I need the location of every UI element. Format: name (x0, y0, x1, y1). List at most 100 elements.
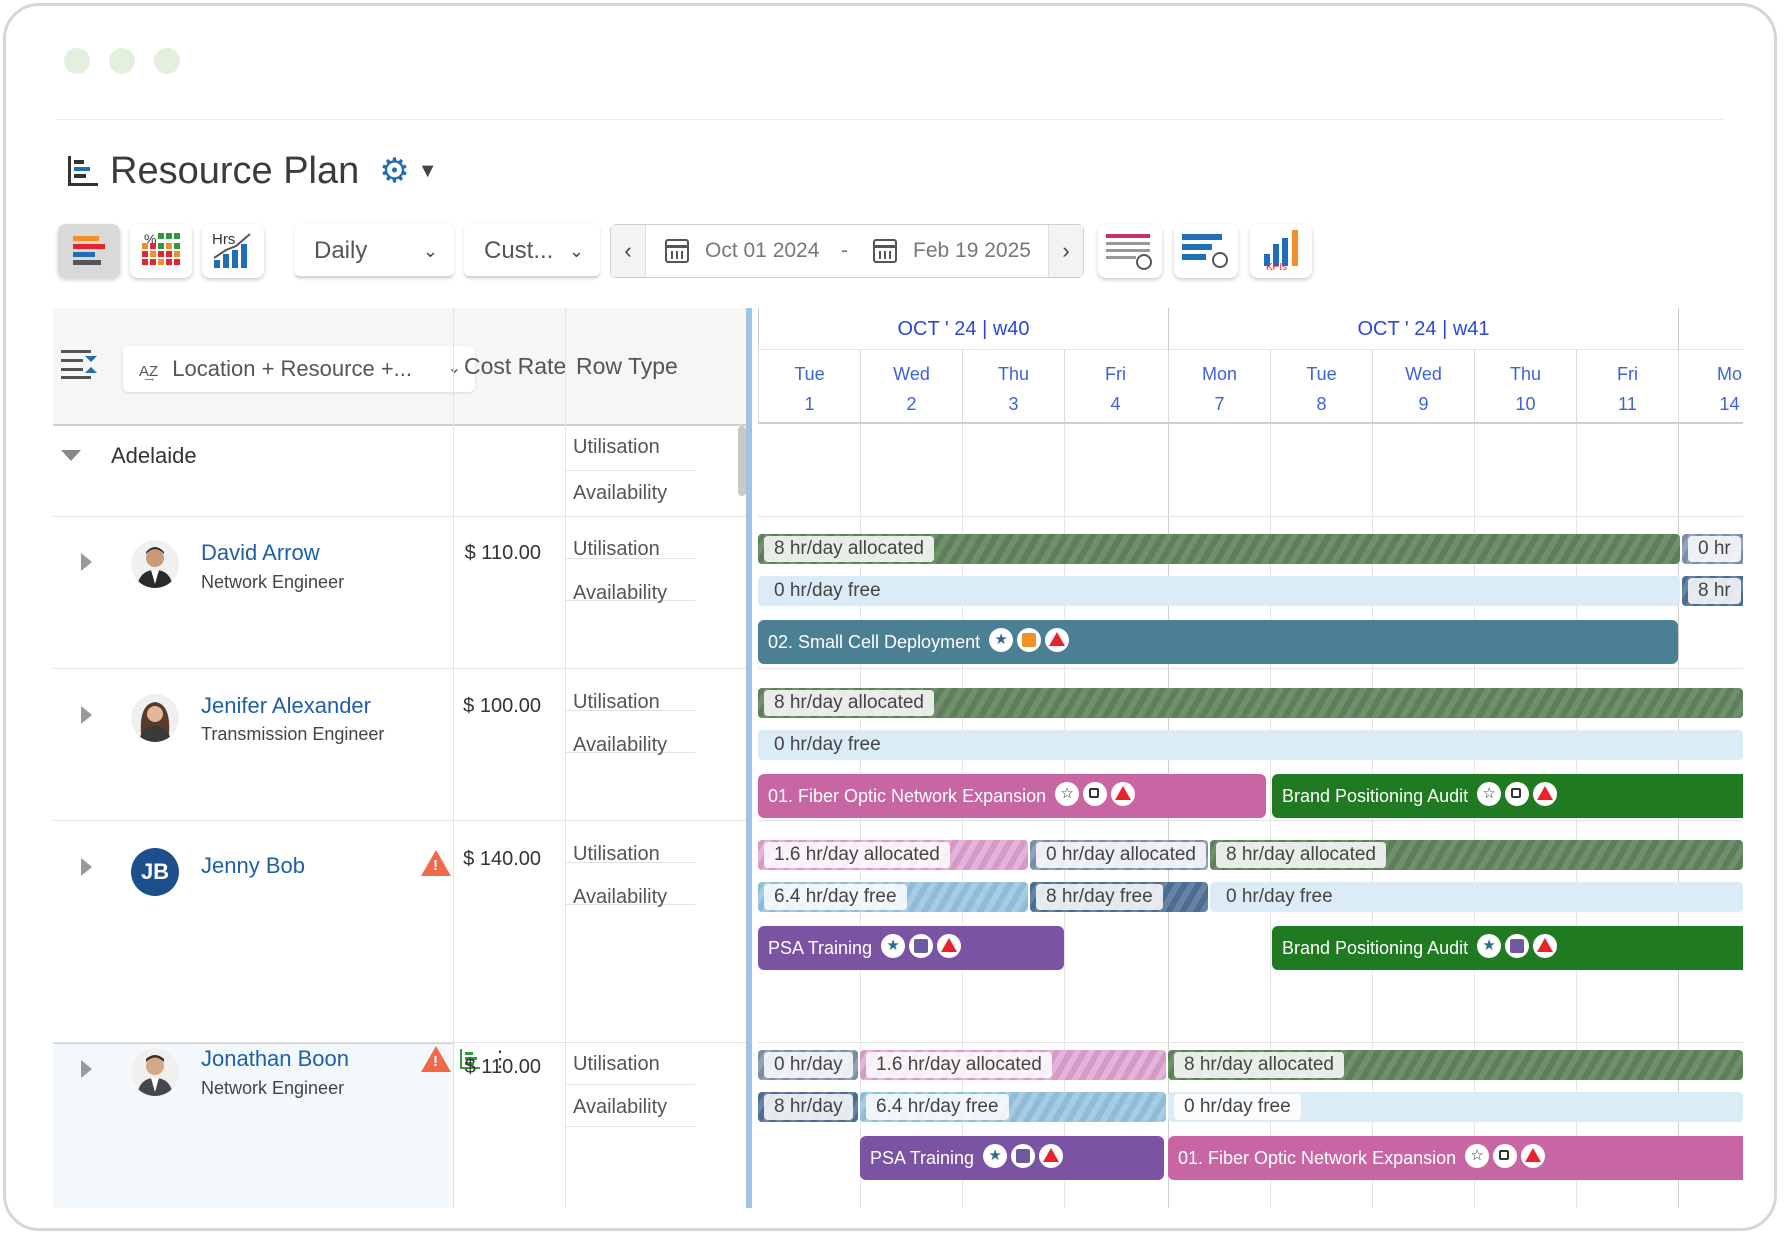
utilisation-bar[interactable]: 0 hr/day allocated (1030, 840, 1208, 870)
alert-triangle-icon[interactable] (1111, 782, 1136, 807)
status-square-icon[interactable] (1011, 1144, 1036, 1169)
expand-row-icon[interactable] (81, 553, 92, 571)
availability-bar[interactable]: 0 hr/day free (758, 576, 1680, 606)
heatmap-view-button[interactable]: % (130, 224, 192, 278)
window-dot-minimize[interactable] (109, 48, 135, 74)
task-label: 02. Small Cell Deployment (768, 632, 981, 652)
collapse-all-icon[interactable] (61, 348, 99, 380)
settings-gear-icon[interactable]: ⚙ (379, 152, 410, 190)
star-icon[interactable]: ★ (881, 934, 906, 959)
date-from-input[interactable]: Oct 01 2024 (705, 239, 820, 262)
availability-bar[interactable]: 0 hr/day free (758, 730, 1743, 760)
collapse-group-icon[interactable] (61, 450, 81, 461)
task-bar[interactable]: Brand Positioning Audit ☆ (1272, 774, 1743, 818)
alert-triangle-icon[interactable] (1533, 934, 1558, 959)
status-square-icon[interactable] (1017, 628, 1042, 653)
row-type-label: Availability (573, 582, 668, 604)
status-square-icon[interactable] (1505, 782, 1530, 807)
alert-triangle-icon[interactable] (937, 934, 962, 959)
week-header: OCT ' 24 | w41 (1168, 308, 1678, 350)
gantt-view-button[interactable] (58, 224, 120, 278)
expand-row-icon[interactable] (81, 858, 92, 876)
view-period-select[interactable]: Daily ⌄ (294, 224, 454, 278)
availability-bar[interactable]: 8 hr (1682, 576, 1743, 606)
utilisation-bar[interactable]: 0 hr/day (758, 1050, 858, 1080)
star-outline-icon[interactable]: ☆ (1465, 1144, 1490, 1169)
utilisation-bar[interactable]: 8 hr/day allocated (1168, 1050, 1743, 1080)
resource-name-link[interactable]: Jenny Bob (201, 853, 305, 878)
alert-triangle-icon[interactable] (1533, 782, 1558, 807)
status-square-icon[interactable] (1505, 934, 1530, 959)
pane-splitter[interactable] (746, 308, 752, 1208)
row-type-label: Availability (573, 1096, 668, 1118)
warning-icon[interactable]: ! (421, 1046, 451, 1072)
vertical-scrollbar[interactable] (738, 426, 746, 496)
row-type-label: Availability (573, 886, 668, 908)
day-header: Mo 14 (1678, 350, 1743, 424)
task-bar[interactable]: 01. Fiber Optic Network Expansion ☆ (1168, 1136, 1743, 1180)
group-by-select[interactable]: A͢Z Location + Resource +... ⌄ (123, 346, 475, 392)
status-square-icon[interactable] (1493, 1144, 1518, 1169)
bar-settings-button[interactable] (1174, 224, 1238, 278)
view-period-value: Daily (314, 237, 368, 264)
resource-name-link[interactable]: Jenifer Alexander (201, 693, 371, 718)
star-icon[interactable]: ★ (1477, 934, 1502, 959)
task-bar[interactable]: 01. Fiber Optic Network Expansion ☆ (758, 774, 1266, 818)
availability-bar[interactable]: 6.4 hr/day free (860, 1092, 1166, 1122)
resource-role: Transmission Engineer (201, 724, 385, 744)
star-outline-icon[interactable]: ☆ (1477, 782, 1502, 807)
date-to-input[interactable]: Feb 19 2025 (913, 239, 1031, 262)
availability-bar[interactable]: 8 hr/day free (1030, 882, 1208, 912)
column-header-row-type[interactable]: Row Type (565, 308, 746, 424)
hours-view-button[interactable]: Hrs (202, 224, 264, 278)
availability-bar[interactable]: 8 hr/day (758, 1092, 858, 1122)
more-options-icon[interactable]: ⋮ (489, 1046, 511, 1071)
window-dot-maximize[interactable] (154, 48, 180, 74)
avatar: JB (131, 848, 179, 896)
availability-bar[interactable]: 6.4 hr/day free (758, 882, 1028, 912)
availability-bar[interactable]: 0 hr/day free (1168, 1092, 1743, 1122)
utilisation-bar[interactable]: 8 hr/day allocated (1210, 840, 1743, 870)
utilisation-bar[interactable]: 8 hr/day allocated (758, 688, 1743, 718)
task-bar[interactable]: PSA Training ★ (758, 926, 1064, 970)
availability-bar[interactable]: 0 hr/day free (1210, 882, 1743, 912)
status-square-icon[interactable] (1083, 782, 1108, 807)
calendar-icon[interactable] (665, 239, 689, 263)
status-square-icon[interactable] (909, 934, 934, 959)
task-label: 01. Fiber Optic Network Expansion (1178, 1148, 1457, 1168)
alert-triangle-icon[interactable] (1045, 628, 1070, 653)
task-bar[interactable]: Brand Positioning Audit ★ (1272, 926, 1743, 970)
day-header: Fri 4 (1064, 350, 1166, 424)
timeline-settings-button[interactable] (1098, 224, 1162, 278)
alert-triangle-icon[interactable] (1039, 1144, 1064, 1169)
resource-plan-icon[interactable] (459, 1048, 481, 1070)
task-bar[interactable]: 02. Small Cell Deployment ★ (758, 620, 1678, 664)
chevron-down-icon: ⌄ (422, 241, 438, 261)
star-icon[interactable]: ★ (989, 628, 1014, 653)
day-header: Wed 9 (1372, 350, 1474, 424)
expand-row-icon[interactable] (81, 706, 92, 724)
custom-range-select[interactable]: Cust... ⌄ (464, 224, 600, 278)
warning-icon[interactable]: ! (421, 850, 451, 876)
next-period-button[interactable]: › (1048, 225, 1083, 277)
calendar-icon[interactable] (873, 239, 897, 263)
resource-name-link[interactable]: Jonathan Boon (201, 1046, 350, 1071)
star-outline-icon[interactable]: ☆ (1055, 782, 1080, 807)
previous-period-button[interactable]: ‹ (611, 225, 646, 277)
task-bar[interactable]: PSA Training ★ (860, 1136, 1164, 1180)
star-icon[interactable]: ★ (983, 1144, 1008, 1169)
column-header-cost-rate[interactable]: Cost Rate (453, 308, 565, 424)
row-type-label: Utilisation (573, 1053, 660, 1075)
day-header: Fri 11 (1576, 350, 1678, 424)
utilisation-bar[interactable]: 1.6 hr/day allocated (860, 1050, 1166, 1080)
row-separator (53, 1042, 746, 1043)
window-dot-close[interactable] (64, 48, 90, 74)
kpis-button[interactable]: KPIs (1250, 224, 1312, 278)
chevron-down-icon[interactable]: ▼ (417, 159, 438, 182)
alert-triangle-icon[interactable] (1521, 1144, 1546, 1169)
resource-name-link[interactable]: David Arrow (201, 540, 320, 565)
utilisation-bar[interactable]: 1.6 hr/day allocated (758, 840, 1028, 870)
utilisation-bar[interactable]: 8 hr/day allocated (758, 534, 1680, 564)
expand-row-icon[interactable] (81, 1060, 92, 1078)
utilisation-bar[interactable]: 0 hr (1682, 534, 1743, 564)
